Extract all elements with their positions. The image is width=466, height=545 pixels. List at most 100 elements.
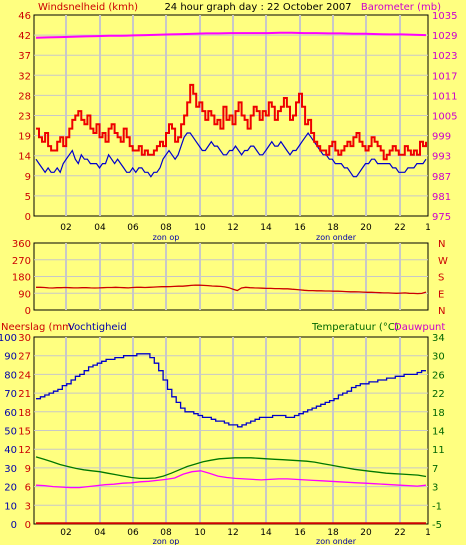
x-tick-label: 02 xyxy=(60,528,71,538)
left-tick-label: 0 xyxy=(11,520,17,531)
right-tick-label: -5 xyxy=(432,520,442,531)
right-tick-label: 7 xyxy=(432,464,438,475)
x-tick-label: 06 xyxy=(127,528,139,538)
right-tick-label: 1011 xyxy=(432,91,457,102)
wind_gust-series-line xyxy=(36,83,427,161)
compass-label: N xyxy=(438,239,445,250)
right-tick-label: 987 xyxy=(432,172,451,183)
direction-panel-grid xyxy=(34,243,428,310)
left-tick-label: 0 xyxy=(25,520,31,531)
humidity-temperature-panel: 1009080706050403020100302724211815129630… xyxy=(0,333,445,545)
left-tick-label: 0 xyxy=(25,306,31,317)
left-tick-label: 5 xyxy=(25,192,31,203)
barometer-series-line xyxy=(35,31,427,39)
dewpoint-axis-title: Dauwpunt xyxy=(394,322,445,333)
barometer-axis-title: Barometer (mb) xyxy=(361,2,441,13)
left-tick-label: 12 xyxy=(18,445,31,456)
left-tick-label: 18 xyxy=(18,408,31,419)
compass-label: W xyxy=(438,256,448,267)
right-tick-label: 1005 xyxy=(432,112,457,123)
right-tick-label: 14 xyxy=(432,427,445,438)
x-tick-label: 16 xyxy=(294,223,306,233)
right-tick-label: 975 xyxy=(432,212,451,223)
x-tick-label: 06 xyxy=(127,223,139,233)
left-tick-label: 9 xyxy=(25,172,31,183)
wind-speed-axis: 46 42 37 32 28 23 19 14 9 5 0 xyxy=(18,11,31,223)
right-tick-label: 993 xyxy=(432,152,451,163)
left-tick-label: 90 xyxy=(4,352,17,363)
left-tick-label: 9 xyxy=(25,464,31,475)
x-tick-label: 18 xyxy=(327,223,339,233)
temperature-series-line xyxy=(35,456,427,480)
wind-speed-axis-title: Windsnelheid (kmh) xyxy=(38,2,138,13)
humidity-series-line xyxy=(36,353,426,428)
compass-label: S xyxy=(438,273,444,284)
x-tick-label: 10 xyxy=(194,528,206,538)
x-tick-label: 08 xyxy=(160,528,172,538)
left-tick-label: 46 xyxy=(18,11,31,22)
left-tick-label: 24 xyxy=(18,370,31,381)
right-tick-label: 30 xyxy=(432,352,445,363)
x-tick-label: 1 xyxy=(425,528,431,538)
right-tick-label: 26 xyxy=(432,370,445,381)
left-tick-label: 30 xyxy=(18,333,31,344)
left-tick-label: 19 xyxy=(18,132,31,143)
left-tick-label: 3 xyxy=(25,501,31,512)
left-tick-label: 42 xyxy=(18,31,31,42)
temperature-axis: 34 30 26 22 18 14 11 7 3 -1 -5 xyxy=(432,333,445,531)
wind-panel-series xyxy=(35,31,427,178)
left-tick-label: 27 xyxy=(18,352,31,363)
right-tick-label: 11 xyxy=(432,445,445,456)
wind-panel-x-axis: 02 04 06 08 10 12 14 16 18 20 22 1 xyxy=(60,223,431,233)
x-tick-label: 22 xyxy=(394,223,405,233)
chart-title: 24 hour graph day : 22 October 2007 xyxy=(164,2,351,13)
left-tick-label: 360 xyxy=(12,239,31,250)
right-tick-label: 1023 xyxy=(432,51,457,62)
rain-axis-title: Neerslag (mm xyxy=(1,322,72,333)
x-tick-label: 22 xyxy=(394,528,405,538)
sunset-label: zon onder xyxy=(316,233,357,242)
left-tick-label: 23 xyxy=(18,112,31,123)
wind_speed-series-line xyxy=(35,131,427,178)
left-tick-label: 270 xyxy=(12,256,31,267)
left-tick-label: 60 xyxy=(4,408,17,419)
x-tick-label: 1 xyxy=(425,223,431,233)
x-tick-label: 14 xyxy=(260,223,272,233)
sunrise-label: zon op xyxy=(153,537,180,545)
x-tick-label: 10 xyxy=(194,223,206,233)
left-tick-label: 40 xyxy=(4,445,17,456)
right-tick-label: 999 xyxy=(432,132,451,143)
left-tick-label: 90 xyxy=(18,289,31,300)
temperature-axis-title: Temperatuur (°C) xyxy=(311,322,399,333)
left-tick-label: 6 xyxy=(25,483,31,494)
direction-panel-series xyxy=(36,284,427,295)
wind-direction-series-line xyxy=(36,284,427,295)
right-tick-label: 34 xyxy=(432,333,445,344)
left-tick-label: 80 xyxy=(4,370,17,381)
x-tick-label: 12 xyxy=(227,528,238,538)
temp-panel-grid xyxy=(34,337,428,524)
x-tick-label: 18 xyxy=(327,528,339,538)
right-tick-label: 1029 xyxy=(432,31,457,42)
x-tick-label: 20 xyxy=(360,223,372,233)
left-tick-label: 70 xyxy=(4,389,17,400)
temp-panel-x-axis: 02 04 06 08 10 12 14 16 18 20 22 1 xyxy=(60,528,431,538)
x-tick-label: 08 xyxy=(160,223,172,233)
x-tick-label: 20 xyxy=(360,528,372,538)
x-tick-label: 04 xyxy=(94,223,106,233)
left-tick-label: 20 xyxy=(4,483,17,494)
direction-axis: 360 270 180 90 0 xyxy=(12,239,31,317)
x-tick-label: 02 xyxy=(60,223,71,233)
right-tick-label: 1017 xyxy=(432,71,457,82)
left-tick-label: 15 xyxy=(18,427,31,438)
left-tick-label: 21 xyxy=(18,389,31,400)
left-tick-label: 32 xyxy=(18,71,31,82)
left-tick-label: 0 xyxy=(25,212,31,223)
right-tick-label: 1035 xyxy=(432,11,457,22)
compass-label: N xyxy=(438,306,445,317)
